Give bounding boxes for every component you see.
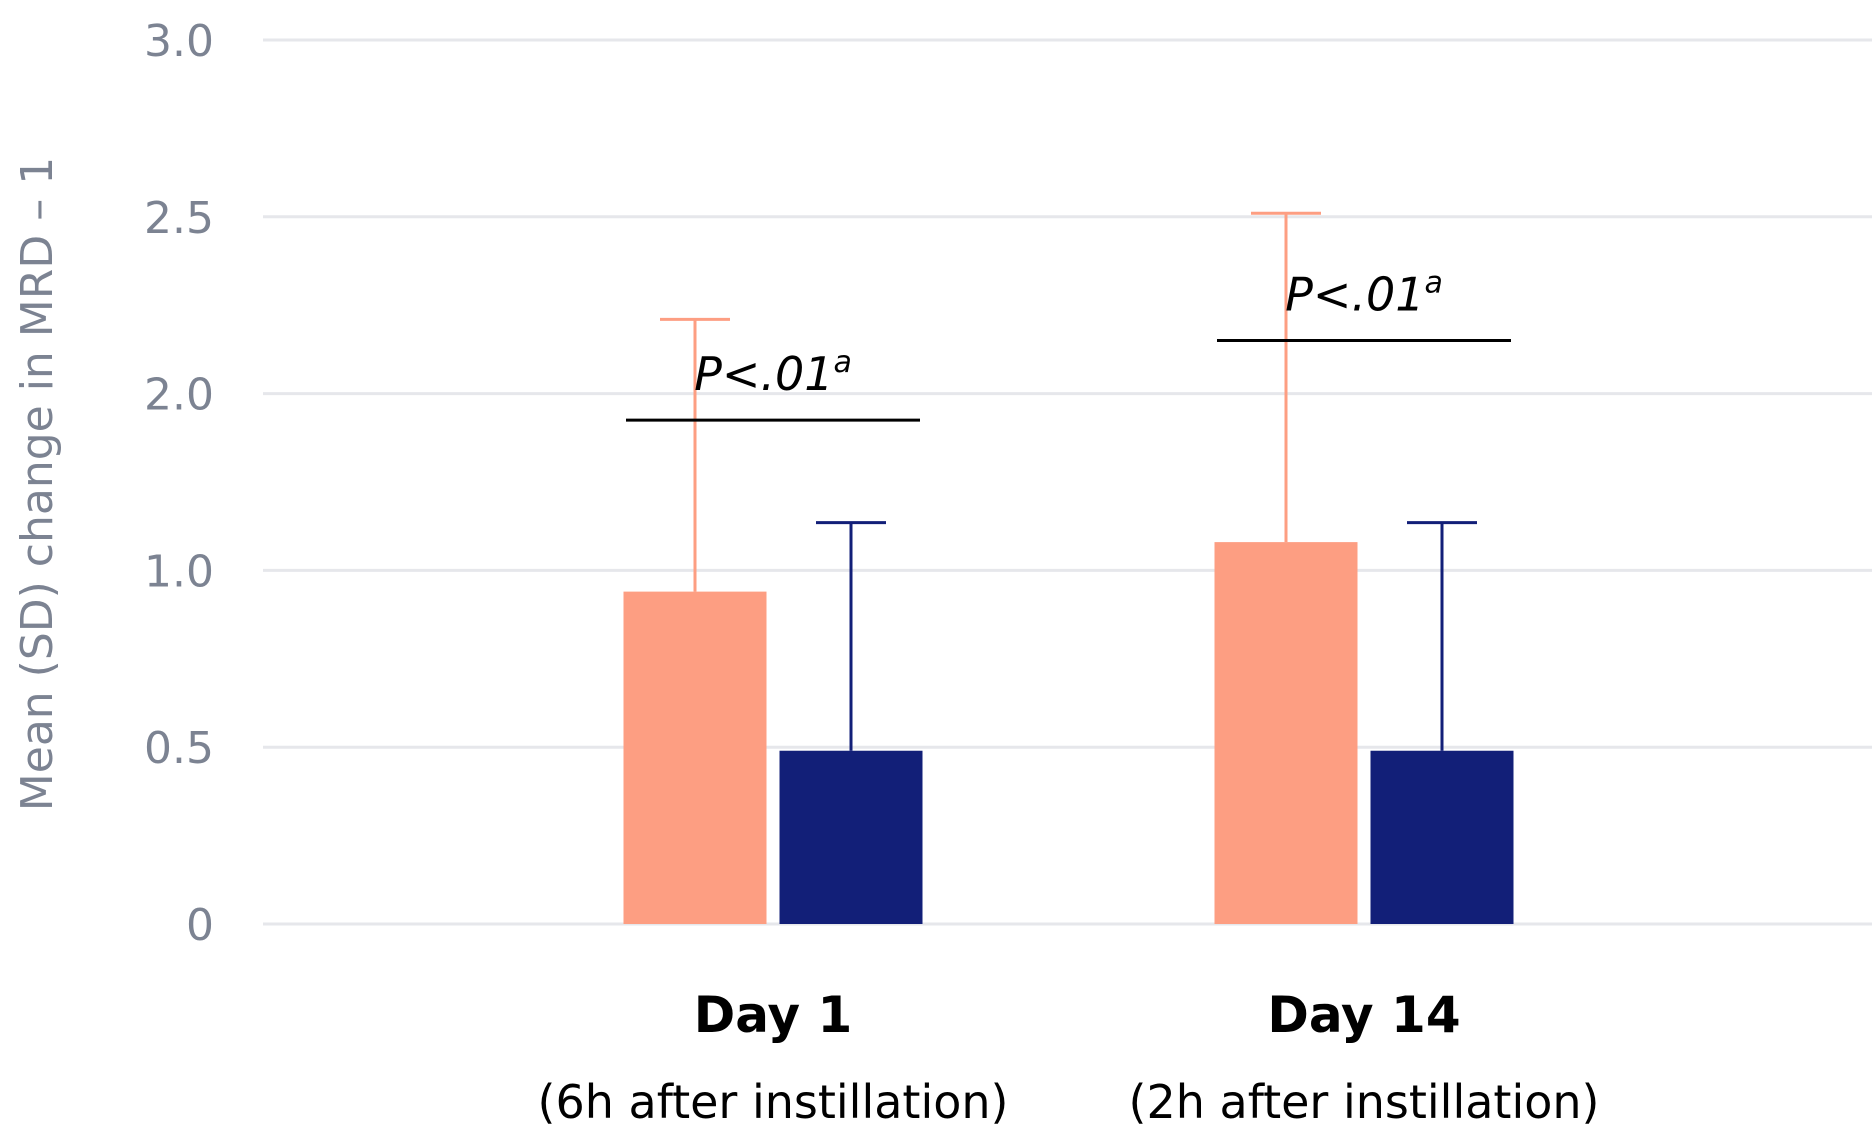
p-value-superscript: a <box>1425 266 1443 301</box>
bar <box>623 591 767 924</box>
p-value-text: P<.01 <box>694 347 833 401</box>
error-bars <box>660 211 1477 751</box>
y-tick-label: 2.0 <box>144 370 214 421</box>
p-value-label: P<.01a <box>1285 266 1443 322</box>
category-label: Day 1 <box>694 986 853 1044</box>
p-value-superscript: a <box>834 345 852 380</box>
bar <box>1214 542 1358 924</box>
y-tick-label: 2.5 <box>144 193 214 244</box>
y-tick-label: 1.0 <box>144 546 214 597</box>
bar <box>779 750 923 924</box>
category-sublabel: (6h after instillation) <box>538 1075 1009 1129</box>
y-tick-label: 3.0 <box>144 16 214 67</box>
bar <box>1370 750 1514 924</box>
p-value-label: P<.01a <box>694 345 852 401</box>
bars <box>623 542 1514 924</box>
category-sublabel: (2h after instillation) <box>1129 1075 1600 1129</box>
y-axis-title: Mean (SD) change in MRD – 1 <box>12 157 63 811</box>
p-value-text: P<.01 <box>1285 268 1424 322</box>
category-label: Day 14 <box>1267 986 1460 1044</box>
grid-lines <box>263 38 1872 926</box>
y-tick-label: 0 <box>186 900 214 951</box>
y-tick-label: 0.5 <box>144 723 214 774</box>
x-axis-category-labels: Day 1 (6h after instillation) Day 14 (2h af… <box>538 986 1600 1129</box>
y-axis-tick-labels: 0 0.5 1.0 2.0 2.5 3.0 <box>144 16 214 951</box>
